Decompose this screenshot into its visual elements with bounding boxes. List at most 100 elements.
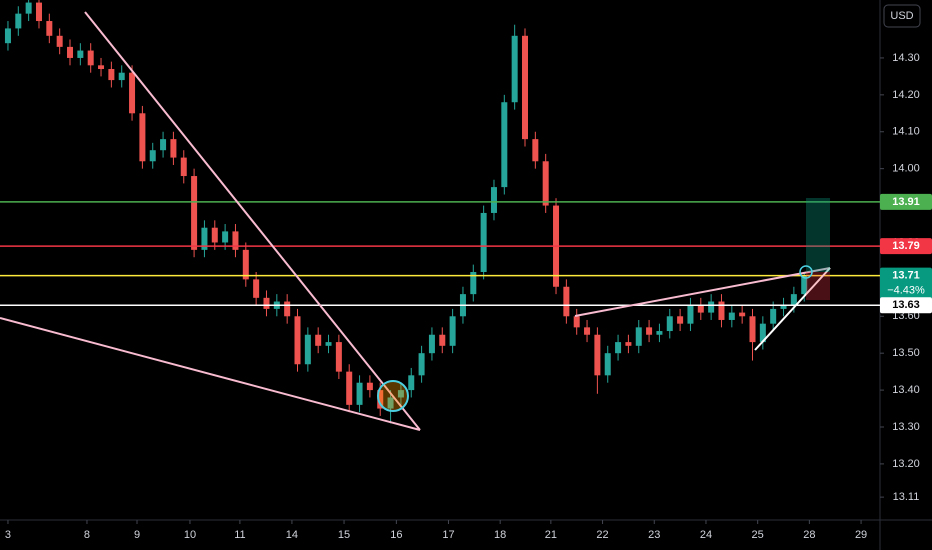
x-tick-label: 8 [84,529,90,541]
candle-body [149,150,156,162]
candle-body [191,176,198,250]
y-tick-label: 14.00 [892,163,920,175]
candle-body [211,227,218,243]
candle-body [304,334,311,365]
trend-line [0,317,421,431]
candle-body [346,371,353,405]
candle-body [25,2,32,14]
y-tick-label: 13.20 [892,458,920,470]
x-tick-label: 3 [5,529,11,541]
candle-body [584,327,591,335]
candle-body [708,301,715,313]
candle-body [129,72,136,114]
candle-body [615,342,622,354]
candle-body [718,301,725,320]
x-tick-label: 9 [134,529,140,541]
x-tick-label: 22 [596,529,608,541]
candle-body [594,334,601,376]
candle-body [687,305,694,324]
y-tick-label: 13.40 [892,384,920,396]
price-tag-label: 13.63 [892,299,920,311]
y-tick-label: 13.30 [892,421,920,433]
candle-body [428,334,435,354]
highlight-circle [377,380,409,412]
candle-body [522,35,529,140]
price-tag-label: 13.71 [892,270,920,282]
drawings [0,11,831,431]
currency-button[interactable] [883,4,921,28]
candle-body [4,28,11,44]
price-tag [880,238,932,255]
trend-line [754,267,831,351]
candle-body [77,50,84,58]
price-change-label: −4.43% [887,285,925,297]
candle-body [677,316,684,324]
candle-body [15,13,22,29]
candle-body [46,21,53,36]
candle-body [356,382,363,405]
candle-body [242,249,249,280]
candle-body [635,327,642,346]
trend-line [84,11,421,431]
candle-body [470,271,477,295]
x-tick-label: 14 [286,529,298,541]
candle-body [739,312,746,317]
candle-body [366,382,373,391]
price-tag [880,267,932,300]
candle-body [35,2,42,22]
y-tick-label: 13.50 [892,347,920,359]
candle-body [759,323,766,343]
x-tick-label: 25 [752,529,764,541]
candle-body [98,65,105,70]
candle-body [87,50,94,66]
candle-body [511,35,518,103]
candle-body [770,308,777,324]
candle-body [56,35,63,47]
candle-body [563,286,570,317]
x-tick-label: 17 [442,529,454,541]
candle-body [253,279,260,298]
candle-body [232,231,239,250]
y-tick-label: 14.30 [892,52,920,64]
candle-body [604,353,611,376]
price-tag-label: 13.79 [892,240,920,252]
candle-body [573,316,580,328]
x-tick-label: 24 [700,529,712,541]
candle-body [170,139,177,158]
candle-body [532,139,539,162]
currency-label[interactable]: USD [890,10,913,22]
candle-body [180,157,187,177]
candle-body [490,187,497,213]
candle-body [294,316,301,365]
price-tag [880,193,932,210]
candle-body [118,72,125,81]
candle-body [222,231,229,243]
candle-body [728,312,735,320]
candle-body [749,316,756,343]
y-tick-label: 13.11 [893,491,920,503]
candle-body [160,139,167,151]
x-tick-label: 29 [855,529,867,541]
plot-area [0,0,880,424]
candle-body [325,342,332,346]
candle-body [625,342,632,346]
candle-body [315,334,322,346]
trend-line [574,267,831,317]
candle-body [201,227,208,250]
candle-body [335,342,342,372]
candle-body [284,301,291,317]
candle-body [67,46,74,58]
candle-body [666,316,673,332]
candle-body [697,305,704,313]
price-tag-label: 13.91 [892,196,920,208]
price-tag [880,297,932,314]
x-tick-label: 11 [234,529,245,541]
candle-body [656,331,663,335]
y-tick-label: 14.10 [892,126,920,138]
y-tick-label: 14.20 [892,89,920,101]
candle-body [501,102,508,188]
x-tick-label: 16 [390,529,402,541]
candle-body [780,305,787,309]
long-position-target [806,198,830,272]
